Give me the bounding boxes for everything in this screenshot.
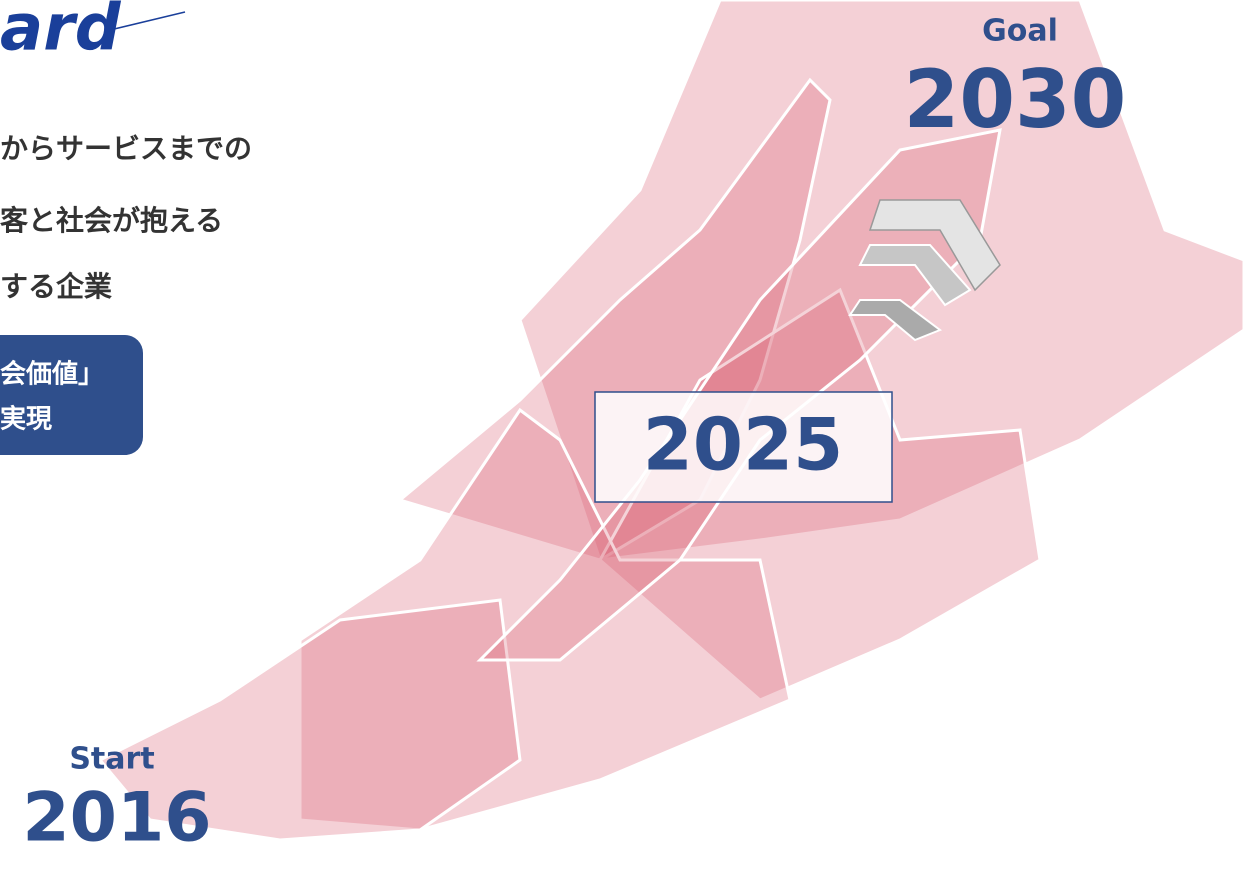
badge-text: 会価値」 [0, 360, 104, 390]
mid-box [594, 391, 893, 503]
start-label: Start [69, 742, 154, 777]
mid-year: 2025 [643, 403, 843, 487]
tagline: 客と社会が抱える [0, 204, 223, 237]
logo-line [109, 11, 186, 31]
tagline: する企業 [0, 270, 112, 303]
goal-label: Goal [982, 14, 1058, 49]
goal-year: 2030 [904, 53, 1127, 146]
arrows [848, 199, 1001, 342]
badge-text: 実現 [0, 404, 52, 435]
badge [0, 335, 143, 455]
logo: ard [0, 0, 122, 66]
tagline: からサービスまでの [0, 132, 252, 165]
start-year: 2016 [22, 779, 211, 858]
